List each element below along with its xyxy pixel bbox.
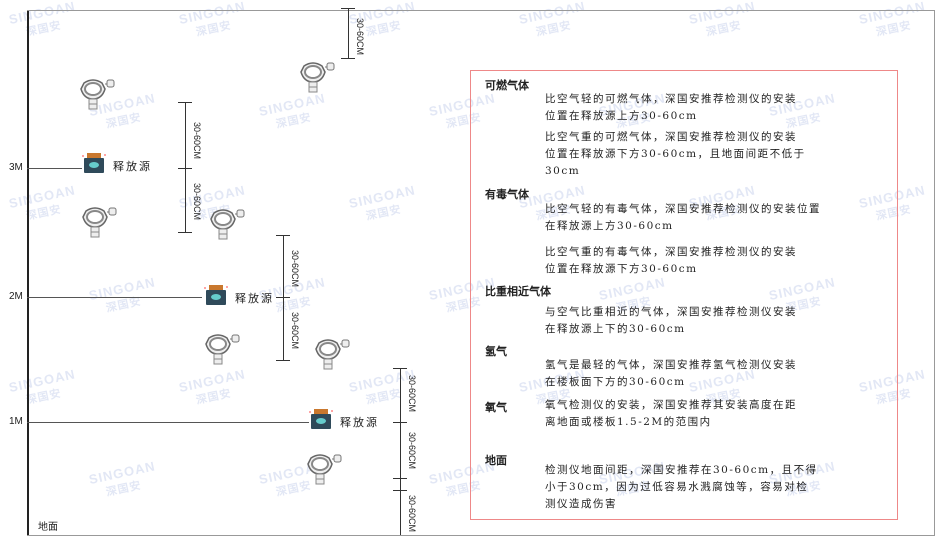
gas-detector-icon (298, 58, 338, 94)
section-paragraph: 检测仪地面间距，深国安推荐在30-60cm，且不得 小于30cm，因为过低容易水… (545, 464, 818, 510)
level-1m-label: 1M (9, 416, 23, 427)
section-title: 氢气 (485, 345, 507, 358)
section-title: 可燃气体 (485, 79, 529, 92)
right-wall-line (934, 10, 935, 535)
dimension-label: 30-60CM (290, 312, 300, 350)
dimension-label: 30-60CM (192, 122, 202, 160)
dimension-tick (178, 232, 192, 233)
wall-line (27, 10, 29, 535)
dimension-tick (341, 58, 355, 59)
level-1m-line (27, 422, 309, 423)
dimension-label: 30-60CM (407, 495, 417, 533)
section-paragraph: 比空气轻的有毒气体，深国安推荐检测仪的安装位置 在释放源上方30-60cm (545, 203, 821, 232)
dimension-label: 30-60CM (355, 18, 365, 56)
level-3m-label: 3M (9, 162, 23, 173)
gas-detector-icon (305, 450, 345, 486)
section-title: 比重相近气体 (485, 285, 551, 298)
release-source-label: 释放源 (113, 160, 152, 173)
gas-detector-icon (80, 203, 120, 239)
section-title: 氧气 (485, 401, 507, 414)
dimension-tick (276, 235, 290, 236)
section-paragraph: 氧气检测仪的安装，深国安推荐其安装高度在距 离地面或楼板1.5-2M的范围内 (545, 399, 797, 428)
dimension-tick (178, 168, 192, 169)
gas-detector-icon (313, 335, 353, 371)
gas-detector-icon (203, 330, 243, 366)
section-title: 地面 (485, 454, 507, 467)
release-source-icon (309, 408, 333, 430)
dimension-tick (393, 478, 407, 479)
dimension-tick (276, 360, 290, 361)
dimension-line (348, 8, 349, 58)
dimension-tick (393, 422, 407, 423)
dimension-tick (341, 8, 355, 9)
section-paragraph: 比空气轻的可燃气体，深国安推荐检测仪的安装 位置在释放源上方30-60cm (545, 93, 797, 122)
dimension-tick (393, 368, 407, 369)
release-source-icon (82, 152, 106, 174)
dimension-label: 30-60CM (407, 432, 417, 470)
info-panel (470, 70, 898, 520)
dimension-tick (178, 102, 192, 103)
release-source-icon (204, 284, 228, 306)
level-3m-line (27, 168, 82, 169)
dimension-label: 30-60CM (290, 250, 300, 288)
section-paragraph: 比空气重的可燃气体，深国安推荐检测仪的安装 位置在释放源下方30-60cm，且地… (545, 131, 806, 177)
ground-label: 地面 (38, 522, 58, 533)
dimension-label: 30-60CM (407, 375, 417, 413)
dimension-tick (393, 490, 407, 491)
dimension-label: 30-60CM (192, 183, 202, 221)
release-source-label: 释放源 (235, 292, 274, 305)
gas-detector-icon (208, 205, 248, 241)
level-2m-label: 2M (9, 291, 23, 302)
floor-line (27, 535, 935, 536)
dimension-tick (276, 297, 290, 298)
dimension-line (185, 102, 186, 232)
release-source-label: 释放源 (340, 416, 379, 429)
section-paragraph: 与空气比重相近的气体，深国安推荐检测仪安装 在释放源上下的30-60cm (545, 306, 797, 335)
level-2m-line (27, 297, 202, 298)
gas-detector-icon (78, 75, 118, 111)
section-paragraph: 比空气重的有毒气体，深国安推荐检测仪的安装 位置在释放源下方30-60cm (545, 246, 797, 275)
section-title: 有毒气体 (485, 188, 529, 201)
ceiling-line (27, 10, 935, 11)
section-paragraph: 氢气是最轻的气体，深国安推荐氢气检测仪安装 在楼板面下方的30-60cm (545, 359, 797, 388)
dimension-line (400, 368, 401, 535)
